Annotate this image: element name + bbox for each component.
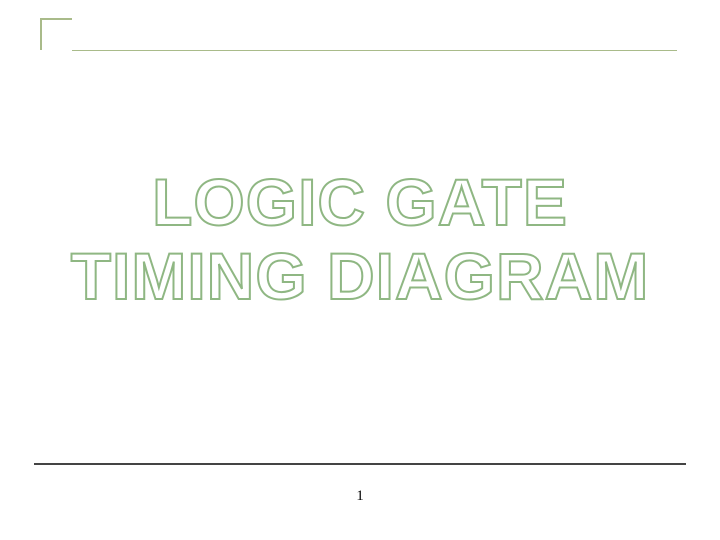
top-rule xyxy=(72,50,677,51)
bottom-rule xyxy=(34,463,686,465)
title-line-2: TIMING DIAGRAM xyxy=(0,240,720,314)
title-block: LOGIC GATE TIMING DIAGRAM xyxy=(0,166,720,314)
corner-accent xyxy=(40,18,72,50)
title-line-1: LOGIC GATE xyxy=(0,166,720,240)
slide: LOGIC GATE TIMING DIAGRAM 1 xyxy=(0,0,720,540)
page-number: 1 xyxy=(0,488,720,505)
